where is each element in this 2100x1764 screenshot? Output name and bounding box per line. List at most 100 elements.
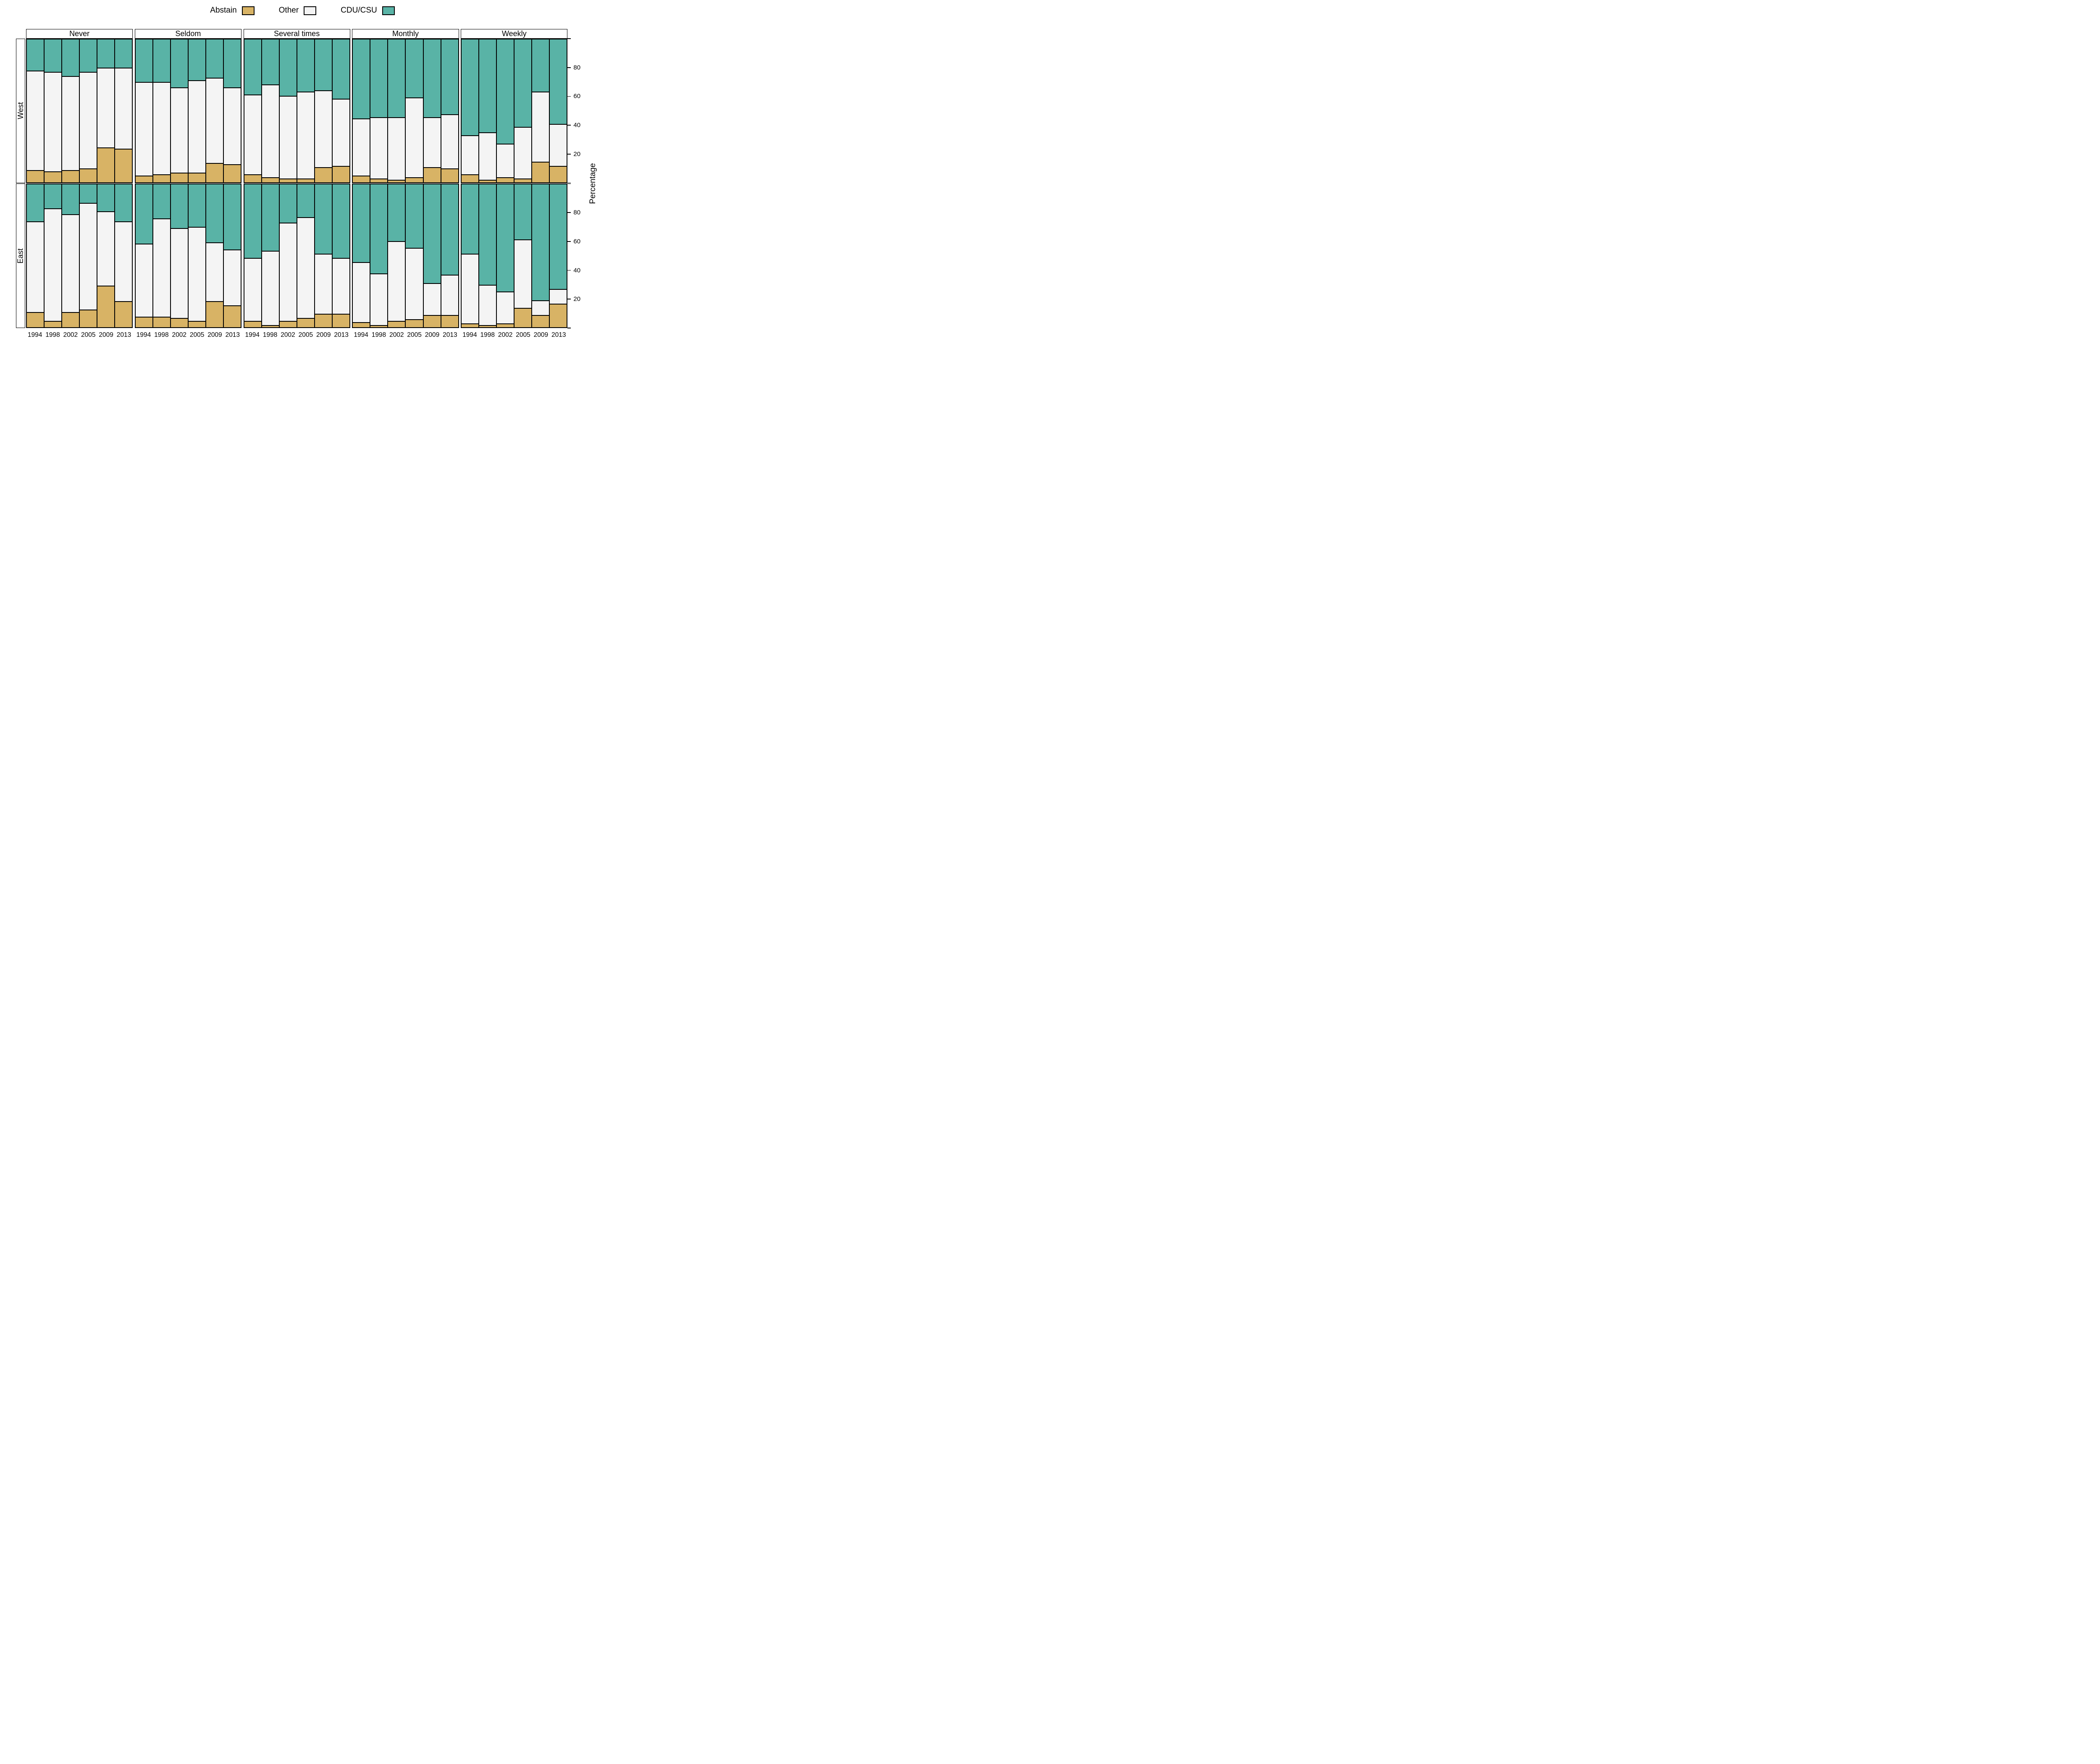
bar-segment-cducsu [332, 39, 350, 99]
panel-west-3 [352, 39, 459, 183]
bar-segment-other [26, 221, 45, 313]
y-axis-tick-label: 20 [573, 295, 581, 303]
bar-segment-cducsu [405, 39, 423, 98]
bar-segment-other [244, 258, 262, 321]
x-axis-year-label: 2002 [63, 331, 78, 339]
bar-segment-other [332, 99, 350, 166]
bar-segment-other [405, 248, 423, 320]
x-axis-year-label: 2005 [407, 331, 422, 339]
x-axis-year-label: 2013 [443, 331, 457, 339]
bar-segment-abstain [188, 321, 206, 328]
bar-segment-other [279, 96, 297, 179]
bar-segment-other [297, 92, 315, 179]
x-axis-year-label: 2013 [225, 331, 240, 339]
bar-segment-other [314, 90, 332, 168]
bar-1994 [461, 39, 479, 183]
bar-segment-cducsu [261, 39, 279, 85]
bar-1998 [261, 39, 279, 183]
bar-segment-other [223, 88, 241, 165]
legend-swatch-icon [304, 6, 317, 15]
bar-2009 [314, 39, 332, 183]
row-strip-west: West [16, 39, 25, 183]
x-axis-year-label: 2005 [81, 331, 96, 339]
facet-header-4: Weekly [461, 29, 568, 39]
bar-2005 [188, 39, 206, 183]
bar-segment-other [115, 68, 133, 150]
bar-segment-other [152, 82, 171, 175]
bar-segment-abstain [549, 304, 567, 328]
bar-segment-abstain [244, 321, 262, 328]
bar-segment-cducsu [62, 184, 80, 215]
y-axis-tick-label: 60 [573, 92, 581, 100]
bar-2009 [97, 39, 115, 183]
bar-2005 [297, 39, 315, 183]
bar-2013 [332, 39, 350, 183]
bar-segment-other [79, 203, 97, 310]
bar-segment-abstain [97, 148, 115, 183]
bar-segment-cducsu [479, 184, 497, 285]
bar-segment-cducsu [79, 39, 97, 73]
bar-segment-cducsu [461, 39, 479, 136]
bar-segment-other [205, 242, 223, 302]
bar-segment-other [370, 117, 388, 179]
bar-segment-other [532, 92, 550, 162]
legend-item-2: CDU/CSU [341, 6, 395, 15]
bar-segment-cducsu [297, 184, 315, 218]
bar-segment-cducsu [514, 184, 532, 240]
bar-segment-other [44, 72, 62, 172]
bar-segment-abstain [332, 314, 350, 328]
bar-segment-cducsu [115, 39, 133, 68]
bar-segment-abstain [205, 301, 223, 328]
bar-segment-other [261, 251, 279, 326]
y-axis-tick [567, 96, 571, 97]
bar-1994 [26, 184, 45, 328]
x-axis-year-label: 2005 [516, 331, 530, 339]
panel-east-4 [461, 184, 568, 328]
chart-legend: Abstain Other CDU/CSU [0, 6, 605, 15]
bar-segment-abstain [279, 178, 297, 183]
x-axis-year-label: 2005 [298, 331, 313, 339]
bar-2009 [532, 184, 550, 328]
bar-1998 [479, 184, 497, 328]
bar-2009 [423, 39, 441, 183]
bar-segment-abstain [297, 178, 315, 183]
bar-segment-cducsu [244, 184, 262, 258]
bar-segment-cducsu [97, 39, 115, 68]
bar-2013 [549, 184, 567, 328]
bar-segment-cducsu [479, 39, 497, 133]
bar-2005 [514, 39, 532, 183]
bar-segment-abstain [388, 180, 406, 183]
bar-1998 [44, 184, 62, 328]
bar-segment-abstain [479, 325, 497, 328]
bar-segment-cducsu [152, 184, 171, 219]
bar-2013 [441, 39, 459, 183]
bar-segment-other [205, 78, 223, 163]
bar-segment-other [244, 94, 262, 175]
bar-segment-cducsu [205, 184, 223, 243]
bar-segment-cducsu [423, 184, 441, 284]
bar-segment-other [170, 228, 188, 318]
bar-2009 [205, 39, 223, 183]
x-axis-year-label: 2002 [281, 331, 295, 339]
bar-segment-other [496, 144, 514, 178]
x-axis-year-label: 1998 [371, 331, 386, 339]
bar-segment-other [135, 82, 153, 176]
bar-segment-cducsu [188, 39, 206, 81]
bar-segment-other [97, 212, 115, 286]
faceted-stacked-bar-chart: Abstain Other CDU/CSU Never Seldom Several t… [0, 0, 605, 353]
bar-2002 [62, 184, 80, 328]
bar-segment-other [479, 133, 497, 181]
x-axis-year-label: 2009 [533, 331, 549, 339]
bar-segment-abstain [514, 178, 532, 183]
x-axis-year-label: 1998 [154, 331, 169, 339]
x-axis-year-label: 1994 [136, 331, 151, 339]
bar-segment-cducsu [532, 184, 550, 301]
bar-segment-abstain [152, 174, 171, 183]
x-axis-year-label: 1994 [462, 331, 477, 339]
y-axis-tick-label: 80 [573, 209, 581, 216]
bar-1994 [244, 184, 262, 328]
bar-segment-other [62, 214, 80, 313]
bar-segment-abstain [479, 180, 497, 183]
x-axis-year-label: 2009 [425, 331, 440, 339]
bar-segment-other [135, 244, 153, 317]
